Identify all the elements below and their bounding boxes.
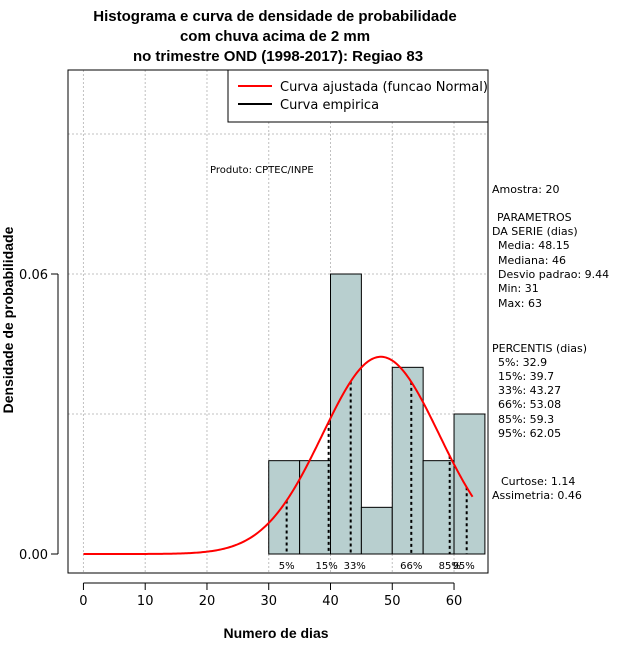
x-tick-label-5: 50 bbox=[384, 594, 401, 609]
statistics-panel: Amostra: 20 PARAMETROS DA SERIE (dias) M… bbox=[492, 183, 609, 502]
histogram-bars bbox=[268, 273, 486, 555]
x-tick-label-4: 40 bbox=[322, 594, 339, 609]
axes: 0 10 20 30 40 50 60 0.00 0.06 bbox=[19, 268, 462, 609]
x-tick-label-6: 60 bbox=[446, 594, 463, 609]
legend-empirical-label: Curva empirica bbox=[280, 98, 379, 113]
chart-title-line-2: com chuva acima de 2 mm bbox=[180, 28, 370, 45]
product-credit: Produto: CPTEC/INPE bbox=[210, 165, 314, 176]
histogram-bar-3 bbox=[360, 506, 393, 555]
x-tick-label-0: 0 bbox=[79, 594, 87, 609]
legend-fitted-label: Curva ajustada (funcao Normal) bbox=[280, 80, 488, 95]
percentile-label-2: 33% bbox=[344, 561, 366, 572]
pct-15: 15%: 39.7 bbox=[498, 370, 554, 383]
stat-median: Mediana: 46 bbox=[498, 254, 566, 267]
pct-85: 85%: 59.3 bbox=[498, 413, 554, 426]
percentile-label-5: 95% bbox=[453, 561, 475, 572]
histogram-bar-6 bbox=[453, 413, 486, 555]
percentile-label-4: 85% bbox=[439, 561, 461, 572]
percentile-label-1: 15% bbox=[316, 561, 338, 572]
histogram-bar-0 bbox=[268, 460, 301, 555]
stat-mean: Media: 48.15 bbox=[498, 239, 570, 252]
y-tick-label-1: 0.06 bbox=[19, 268, 48, 283]
pct-5: 5%: 32.9 bbox=[498, 356, 547, 369]
stat-kurtosis: Curtose: 1.14 bbox=[501, 475, 575, 488]
x-tick-label-1: 10 bbox=[137, 594, 154, 609]
stat-max: Max: 63 bbox=[498, 297, 542, 310]
pct-95: 95%: 62.05 bbox=[498, 427, 561, 440]
normal-curve bbox=[83, 355, 474, 555]
y-axis-title: Densidade de probabilidade bbox=[0, 226, 16, 413]
percentile-label-3: 66% bbox=[400, 561, 422, 572]
percentile-markers: 5% 15% 33% 66% 85%95% bbox=[279, 381, 475, 572]
histogram-bar-1 bbox=[299, 460, 331, 555]
percentiles-heading: PERCENTIS (dias) bbox=[492, 342, 587, 355]
params-heading-2: DA SERIE (dias) bbox=[492, 225, 578, 238]
sample-size: Amostra: 20 bbox=[492, 183, 559, 196]
pct-33: 33%: 43.27 bbox=[498, 384, 561, 397]
legend-box bbox=[227, 69, 489, 123]
histogram-bar-4 bbox=[391, 366, 424, 555]
y-tick-label-0: 0.00 bbox=[19, 548, 48, 563]
x-tick-label-3: 30 bbox=[260, 594, 277, 609]
chart-title-line-1: Histograma e curva de densidade de proba… bbox=[93, 8, 456, 25]
stat-std-dev: Desvio padrao: 9.44 bbox=[498, 268, 609, 281]
stat-min: Min: 31 bbox=[498, 282, 539, 295]
normal-fit-curve bbox=[83, 355, 474, 555]
params-heading-1: PARAMETROS bbox=[497, 211, 572, 224]
x-tick-label-2: 20 bbox=[199, 594, 216, 609]
histogram-bar-2 bbox=[330, 273, 362, 555]
percentile-label-0: 5% bbox=[279, 561, 295, 572]
stat-skewness: Assimetria: 0.46 bbox=[492, 489, 582, 502]
legend: Curva ajustada (funcao Normal) Curva emp… bbox=[227, 69, 489, 123]
chart-title-line-3: no trimestre OND (1998-2017): Regiao 83 bbox=[133, 48, 423, 65]
x-axis-title: Numero de dias bbox=[223, 625, 328, 641]
pct-66: 66%: 53.08 bbox=[498, 398, 561, 411]
